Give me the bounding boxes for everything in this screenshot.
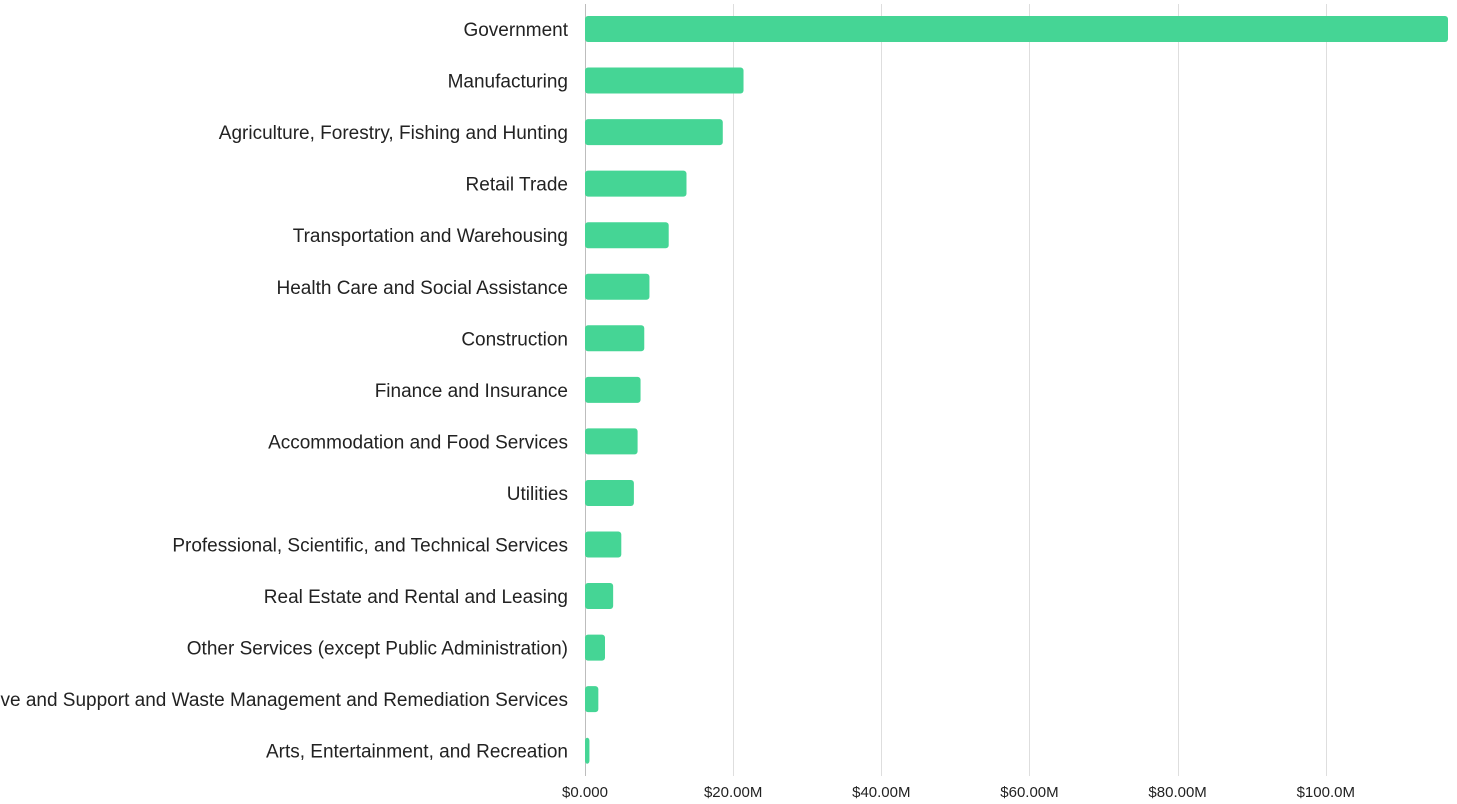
bar[interactable] — [585, 170, 687, 197]
category-label: Transportation and Warehousing — [293, 226, 568, 247]
bar[interactable] — [585, 428, 638, 455]
x-axis-tick-labels: $0.000 $20.00M $40.00M $60.00M $80.00M $100.0… — [562, 784, 1355, 801]
bar[interactable] — [585, 16, 1448, 42]
bars — [585, 16, 1448, 764]
x-tick-label: $20.00M — [704, 784, 762, 801]
bar[interactable] — [585, 686, 599, 713]
category-label: Accommodation and Food Services — [268, 432, 568, 453]
category-label: Utilities — [507, 484, 568, 505]
bar[interactable] — [585, 376, 641, 403]
bar[interactable] — [585, 222, 669, 249]
x-tick-label: $100.0M — [1297, 784, 1355, 801]
bar[interactable] — [585, 583, 614, 610]
category-label: Finance and Insurance — [375, 381, 568, 402]
category-label: Arts, Entertainment, and Recreation — [266, 742, 568, 763]
x-tick-label: $60.00M — [1000, 784, 1058, 801]
bar[interactable] — [585, 119, 723, 146]
bar[interactable] — [585, 737, 590, 764]
category-label: Government — [463, 20, 568, 41]
bar[interactable] — [585, 479, 634, 506]
category-label: Real Estate and Rental and Leasing — [264, 587, 568, 608]
category-label: Other Services (except Public Administra… — [187, 639, 568, 660]
category-label: Construction — [461, 329, 568, 350]
category-label: Professional, Scientific, and Technical … — [172, 536, 568, 557]
x-tick-label: $0.000 — [562, 784, 608, 801]
category-label: Retail Trade — [466, 175, 568, 196]
category-label: Agriculture, Forestry, Fishing and Hunti… — [219, 123, 568, 144]
bar[interactable] — [585, 67, 744, 94]
bar[interactable] — [585, 325, 645, 352]
bar[interactable] — [585, 634, 606, 661]
category-label: Health Care and Social Assistance — [277, 278, 569, 299]
category-label: Administrative and Support and Waste Man… — [0, 690, 568, 711]
bar[interactable] — [585, 273, 650, 300]
bar[interactable] — [585, 531, 622, 558]
x-tick-label: $40.00M — [852, 784, 910, 801]
category-label: Manufacturing — [448, 72, 568, 93]
x-tick-label: $80.00M — [1148, 784, 1206, 801]
category-labels: Government Manufacturing Agriculture, Fore… — [0, 20, 569, 763]
